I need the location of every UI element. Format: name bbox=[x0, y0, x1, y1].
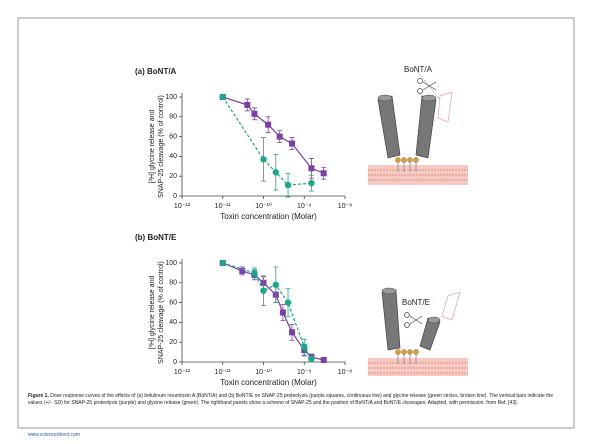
helix bbox=[415, 95, 437, 159]
helix bbox=[381, 289, 401, 351]
y-axis-label: SNAP-25 cleavage (% of control) bbox=[158, 261, 165, 364]
x-tick-label: 10⁻¹¹ bbox=[215, 369, 232, 376]
data-point bbox=[260, 156, 267, 163]
data-point bbox=[272, 169, 279, 176]
data-point bbox=[308, 179, 315, 187]
y-axis-label: [³H] glycine release and bbox=[149, 110, 156, 184]
data-point bbox=[320, 357, 327, 364]
series-line bbox=[222, 96, 324, 174]
data-point bbox=[284, 181, 292, 189]
series-line bbox=[222, 96, 312, 186]
schematic-b: BoNT/E bbox=[368, 287, 468, 376]
x-tick-label: 10⁻¹⁰ bbox=[255, 368, 272, 376]
data-point bbox=[284, 299, 292, 306]
y-tick-label: 100 bbox=[165, 94, 177, 101]
helix bbox=[377, 95, 401, 159]
anchor-tails bbox=[397, 162, 417, 172]
schematic-label: BoNT/A bbox=[404, 65, 433, 74]
y-tick-label: 40 bbox=[169, 153, 177, 160]
caption-lead: Figure 1. bbox=[28, 393, 49, 399]
y-axis-label: [³H] glycine release and bbox=[149, 276, 156, 350]
source: www.sciencedirect.com bbox=[28, 432, 80, 438]
data-point bbox=[301, 343, 308, 351]
x-tick-label: 10⁻⁸ bbox=[338, 369, 352, 376]
data-point bbox=[251, 269, 258, 277]
x-tick-label: 10⁻⁹ bbox=[297, 203, 311, 210]
x-tick-label: 10⁻¹¹ bbox=[215, 203, 232, 210]
data-point bbox=[260, 287, 267, 294]
y-tick-label: 20 bbox=[169, 339, 177, 346]
data-point bbox=[219, 259, 226, 267]
y-tick-label: 80 bbox=[169, 114, 177, 121]
frame bbox=[17, 17, 575, 429]
data-point bbox=[288, 140, 295, 147]
x-tick-label: 10⁻⁸ bbox=[338, 203, 352, 210]
anchors bbox=[395, 349, 419, 355]
x-tick-label: 10⁻¹⁰ bbox=[255, 202, 272, 210]
helix-top bbox=[381, 287, 397, 295]
data-point bbox=[276, 133, 283, 140]
schematic-label: BoNT/E bbox=[402, 298, 430, 307]
helix-outline bbox=[437, 91, 453, 123]
data-point bbox=[279, 309, 286, 316]
x-tick-label: 10⁻¹² bbox=[174, 369, 191, 376]
cleavage-line bbox=[417, 71, 441, 101]
y-tick-label: 80 bbox=[169, 280, 177, 287]
anchor-tails bbox=[397, 354, 417, 364]
x-axis-label: Toxin concentration (Molar) bbox=[220, 212, 317, 221]
series-line bbox=[222, 262, 312, 360]
data-point bbox=[219, 93, 226, 101]
x-axis-label: Toxin concentration (Molar) bbox=[220, 378, 317, 387]
anchors bbox=[395, 157, 419, 163]
y-tick-label: 0 bbox=[173, 193, 177, 200]
caption-text: Dose response curves of the effects of (… bbox=[28, 393, 554, 406]
scissors bbox=[404, 312, 423, 328]
y-tick-label: 100 bbox=[165, 260, 177, 267]
y-tick-label: 0 bbox=[173, 359, 177, 366]
caption: Figure 1. Dose response curves of the ef… bbox=[28, 393, 564, 407]
x-tick-label: 10⁻⁹ bbox=[297, 369, 311, 376]
helix-outline bbox=[441, 291, 461, 321]
data-point bbox=[272, 281, 279, 288]
helix-top bbox=[421, 94, 437, 102]
helix-top bbox=[427, 316, 441, 324]
y-axis-label: SNAP-25 cleavage (% of control) bbox=[158, 95, 165, 198]
y-tick-label: 60 bbox=[169, 299, 177, 306]
data-point bbox=[288, 329, 295, 336]
series-line bbox=[222, 262, 324, 361]
data-point bbox=[265, 121, 272, 128]
y-tick-label: 40 bbox=[169, 319, 177, 326]
schematic-a: BoNT/A bbox=[368, 65, 468, 185]
data-point bbox=[244, 101, 251, 108]
data-point bbox=[239, 267, 246, 274]
data-point bbox=[308, 355, 315, 363]
helix-top bbox=[377, 94, 393, 102]
y-tick-label: 60 bbox=[169, 133, 177, 140]
data-point bbox=[320, 170, 327, 177]
chart-title: (a) BoNT/A bbox=[135, 67, 177, 76]
data-point bbox=[251, 110, 258, 117]
x-tick-label: 10⁻¹² bbox=[174, 203, 191, 210]
scissors bbox=[417, 78, 437, 94]
membrane bbox=[368, 358, 468, 376]
y-tick-label: 20 bbox=[169, 173, 177, 180]
data-point bbox=[308, 165, 315, 172]
chart-title: (b) BoNT/E bbox=[135, 233, 177, 242]
